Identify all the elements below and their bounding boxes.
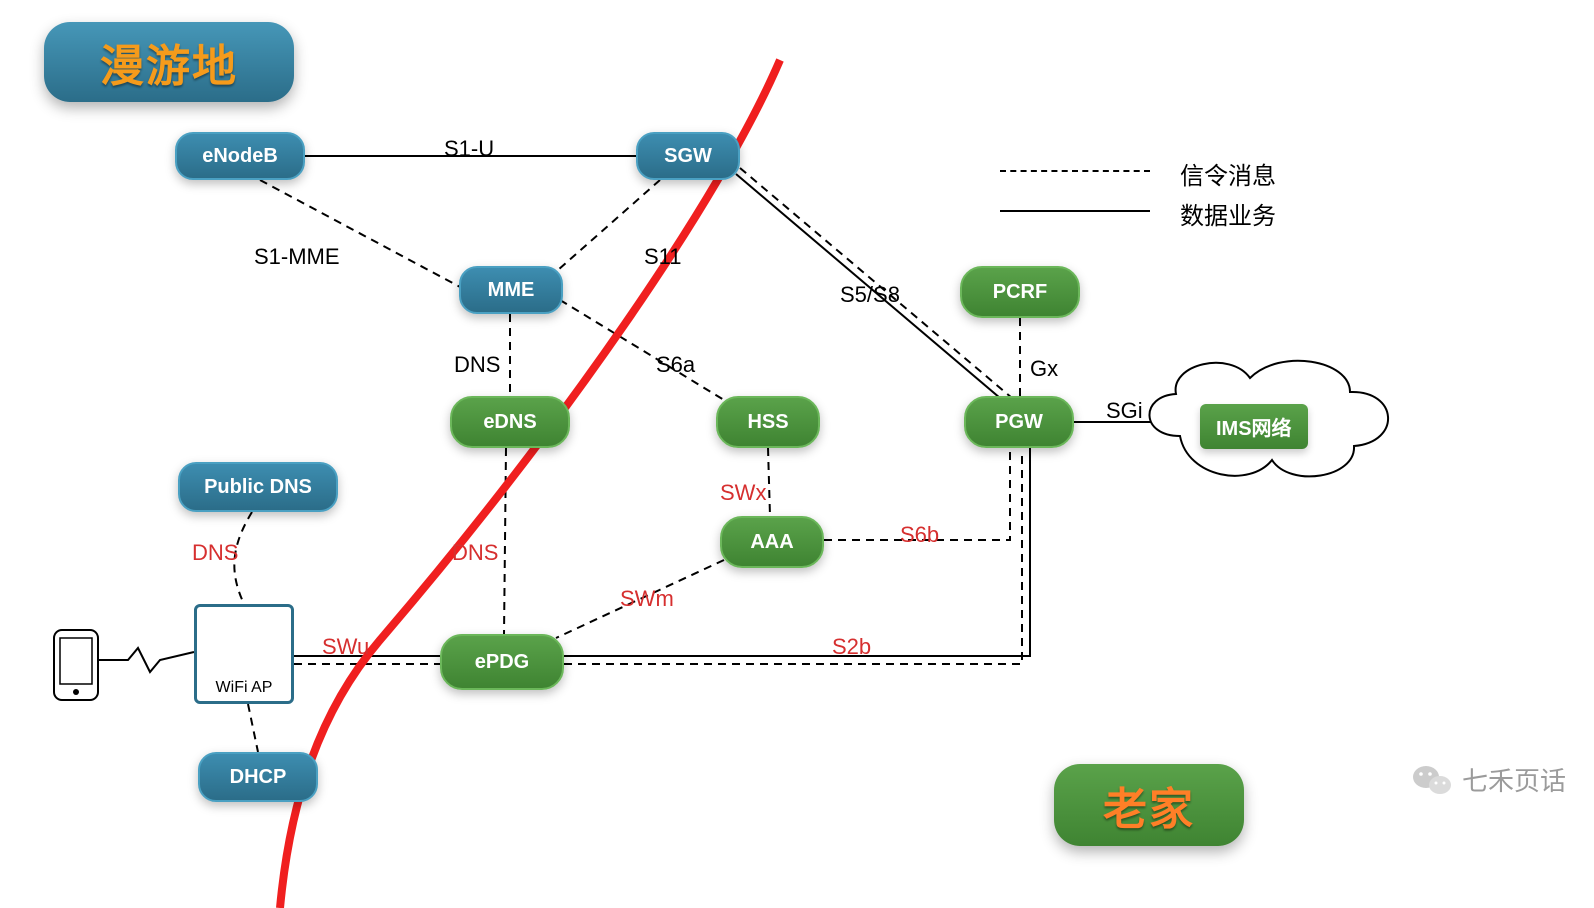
- wechat-icon: [1412, 763, 1452, 797]
- node-sgw: SGW: [636, 132, 740, 180]
- node-edns: eDNS: [450, 396, 570, 448]
- edge-label-DNS: DNS: [192, 540, 238, 566]
- watermark: 七禾页话: [1412, 761, 1566, 798]
- edge-label-SWm: SWm: [620, 586, 674, 612]
- edge-label-S1-U: S1-U: [444, 136, 494, 162]
- node-label: AAA: [750, 531, 793, 554]
- node-hss: HSS: [716, 396, 820, 448]
- node-pcrf: PCRF: [960, 266, 1080, 318]
- node-dhcp: DHCP: [198, 752, 318, 802]
- edge-label-DNS: DNS: [452, 540, 498, 566]
- node-label: ePDG: [475, 651, 529, 674]
- edge-label-SWu: SWu: [322, 634, 369, 660]
- edge-label-S1-MME: S1-MME: [254, 244, 340, 270]
- node-label: Public DNS: [204, 476, 312, 499]
- edge-label-S6b: S6b: [900, 522, 939, 548]
- wifi-ap-label: WiFi AP: [216, 679, 273, 697]
- ims-cloud-label: IMS网络: [1200, 404, 1308, 449]
- legend-label: 数据业务: [1180, 196, 1276, 231]
- node-label: HSS: [747, 411, 788, 434]
- boundary-arc: [280, 60, 780, 908]
- node-label: eDNS: [483, 411, 536, 434]
- node-mme: MME: [459, 266, 563, 314]
- edge-label-S6a: S6a: [656, 352, 695, 378]
- roaming-badge: 漫游地: [44, 22, 294, 102]
- node-aaa: AAA: [720, 516, 824, 568]
- node-epdg: ePDG: [440, 634, 564, 690]
- node-label: MME: [488, 279, 535, 302]
- edge-label-S2b: S2b: [832, 634, 871, 660]
- node-label: SGW: [664, 145, 712, 168]
- node-label: DHCP: [230, 766, 287, 789]
- edge-label-DNS: DNS: [454, 352, 500, 378]
- ims-label-text: IMS网络: [1216, 418, 1292, 440]
- legend-line-solid: [1000, 210, 1150, 212]
- node-label: PCRF: [993, 281, 1047, 304]
- home-badge-label: 老家: [1103, 773, 1195, 837]
- node-label: eNodeB: [202, 145, 278, 168]
- roaming-badge-label: 漫游地: [100, 30, 238, 94]
- wifi-ap-node: WiFi AP: [194, 604, 294, 704]
- edge-label-SGi: SGi: [1106, 398, 1143, 424]
- legend-line-dashed: [1000, 170, 1150, 172]
- node-publicdns: Public DNS: [178, 462, 338, 512]
- edge-label-S5/S8: S5/S8: [840, 282, 900, 308]
- node-enodeb: eNodeB: [175, 132, 305, 180]
- phone-icon: [54, 630, 98, 700]
- home-badge: 老家: [1054, 764, 1244, 846]
- edge-label-S11: S11: [644, 244, 682, 270]
- node-label: PGW: [995, 411, 1043, 434]
- legend-label: 信令消息: [1180, 156, 1276, 191]
- edge-label-Gx: Gx: [1030, 356, 1058, 382]
- watermark-text: 七禾页话: [1462, 761, 1566, 798]
- edge-label-SWx: SWx: [720, 480, 766, 506]
- node-pgw: PGW: [964, 396, 1074, 448]
